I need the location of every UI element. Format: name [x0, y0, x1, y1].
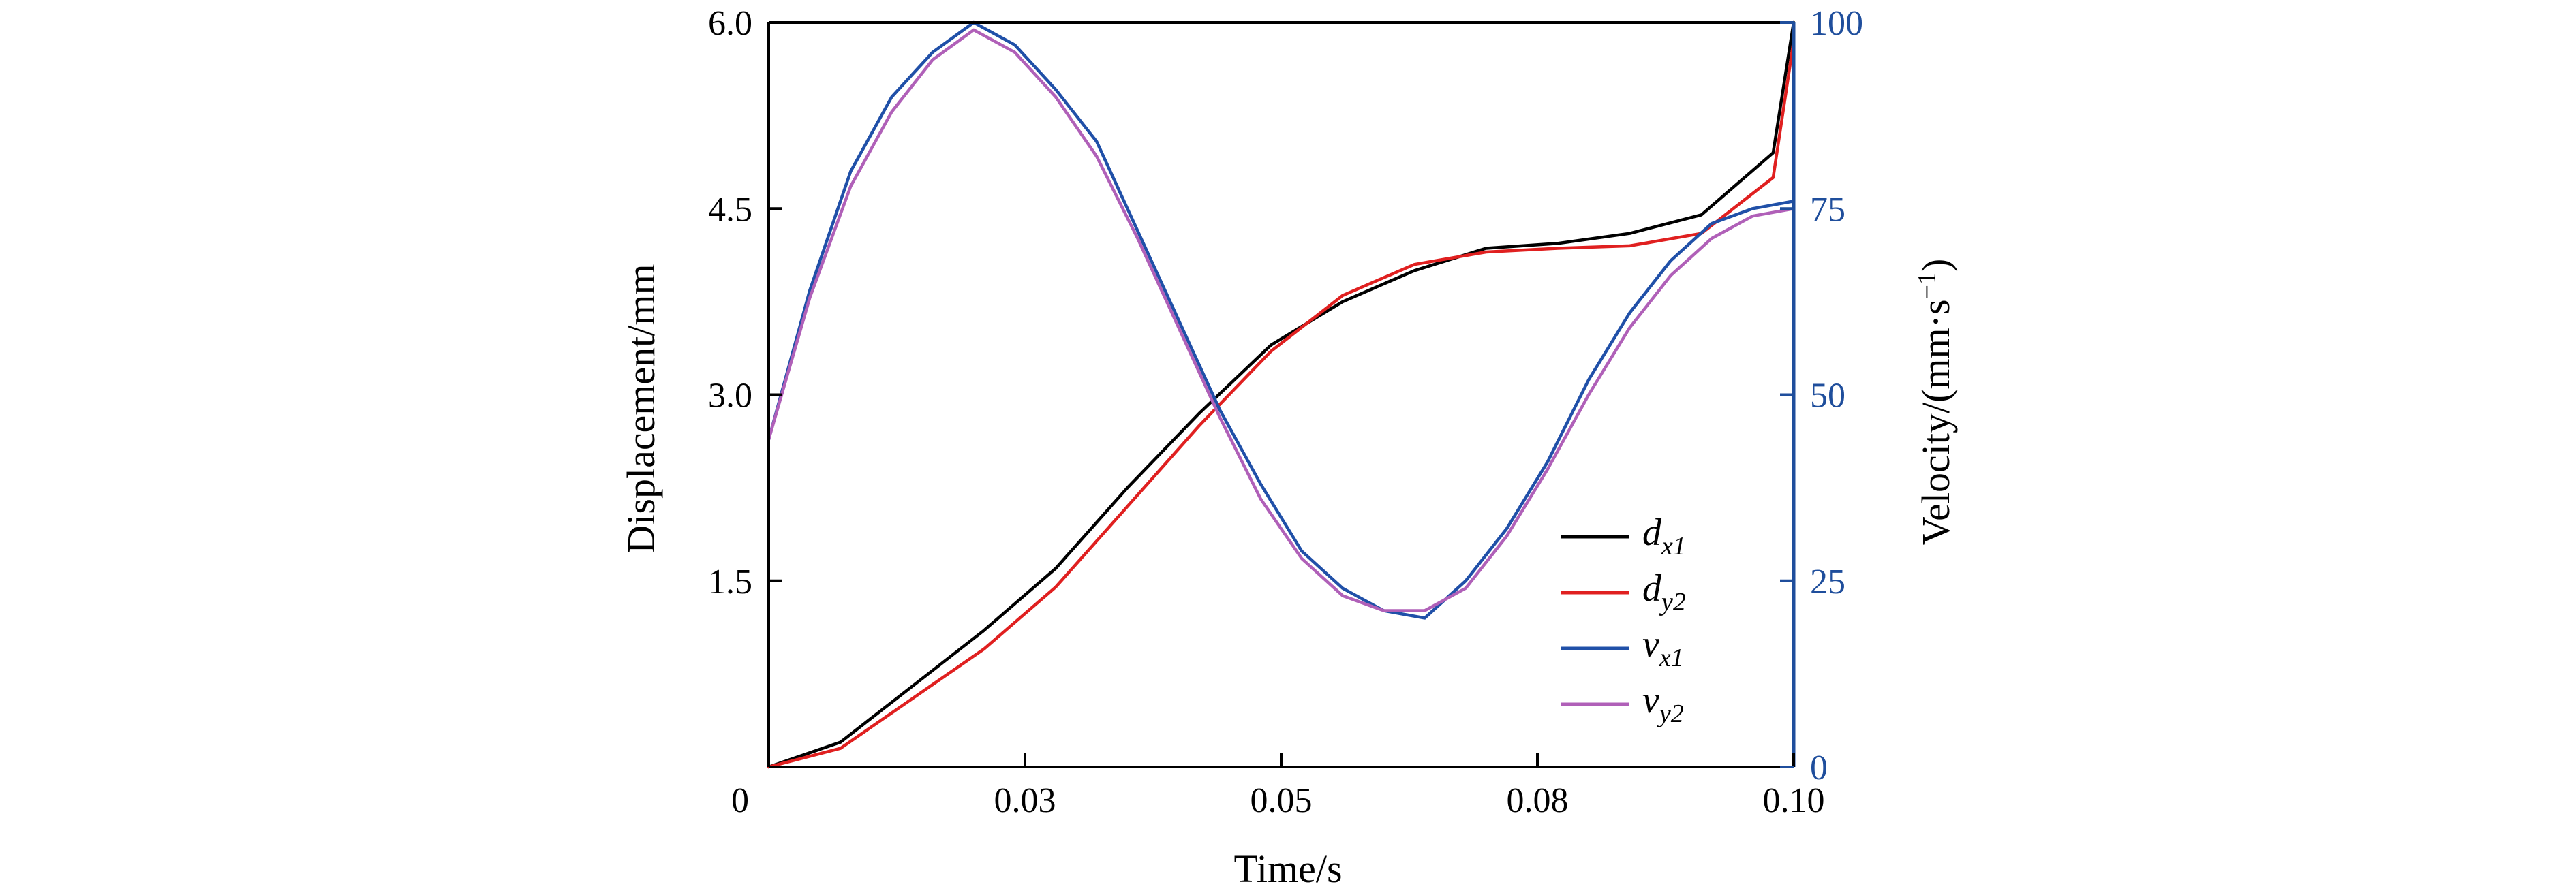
legend-label: vx1 [1642, 623, 1684, 672]
legend-label-base: d [1642, 567, 1662, 610]
legend-label-base: v [1642, 679, 1659, 721]
series-line-dy2 [767, 40, 1796, 769]
y-axis-label-left: Displacement/mm [619, 264, 663, 553]
legend-label-base: v [1642, 623, 1659, 665]
x-tick-label: 0 [731, 781, 749, 820]
x-tick-label: 0.08 [1507, 781, 1569, 820]
y-tick-label-left: 1.5 [708, 563, 752, 601]
y-tick-label-right: 100 [1810, 4, 1863, 43]
y-tick-label-right: 0 [1810, 749, 1828, 787]
x-tick-label: 0.03 [994, 781, 1056, 820]
y-tick-label-left: 4.5 [708, 190, 752, 229]
legend-label-base: d [1642, 512, 1662, 554]
y-tick-label-left: 3.0 [708, 377, 752, 415]
y-tick-label-right: 75 [1810, 190, 1845, 229]
x-axis-label: Time/s [1233, 847, 1342, 891]
y-tick-label-right: 50 [1810, 377, 1845, 415]
legend-label-sub: x1 [1659, 644, 1684, 672]
y-axis-label-right-sup: −1 [1913, 272, 1942, 299]
series-layer [767, 20, 1796, 769]
x-tick-label: 0.10 [1763, 781, 1825, 820]
y-axis-label-right-close: ) [1914, 259, 1958, 272]
legend-label-sub: x1 [1661, 532, 1686, 561]
legend-label: vy2 [1642, 679, 1684, 728]
y-tick-label-left: 6.0 [708, 4, 752, 43]
y-axis-label-right: Velocity/(mm·s−1) [1913, 259, 1958, 546]
legend-label-sub: y2 [1659, 588, 1686, 616]
legend-label-sub: y2 [1657, 700, 1684, 728]
ticks-layer: 0 0.03 0.05 0.08 0.10 1.5 3.0 4.5 6.0 0 25 50 75 100 [708, 4, 1863, 820]
x-tick-label: 0.05 [1251, 781, 1313, 820]
series-line-dx1 [767, 20, 1796, 769]
series-line-vx1 [767, 20, 1796, 620]
series-line-vy2 [767, 28, 1796, 612]
legend-label: dx1 [1642, 512, 1686, 561]
axes-layer [767, 21, 1796, 768]
legend-label: dy2 [1642, 567, 1686, 616]
y-tick-label-right: 25 [1810, 563, 1845, 601]
y-axis-label-right-main: Velocity/(mm·s [1914, 299, 1958, 545]
